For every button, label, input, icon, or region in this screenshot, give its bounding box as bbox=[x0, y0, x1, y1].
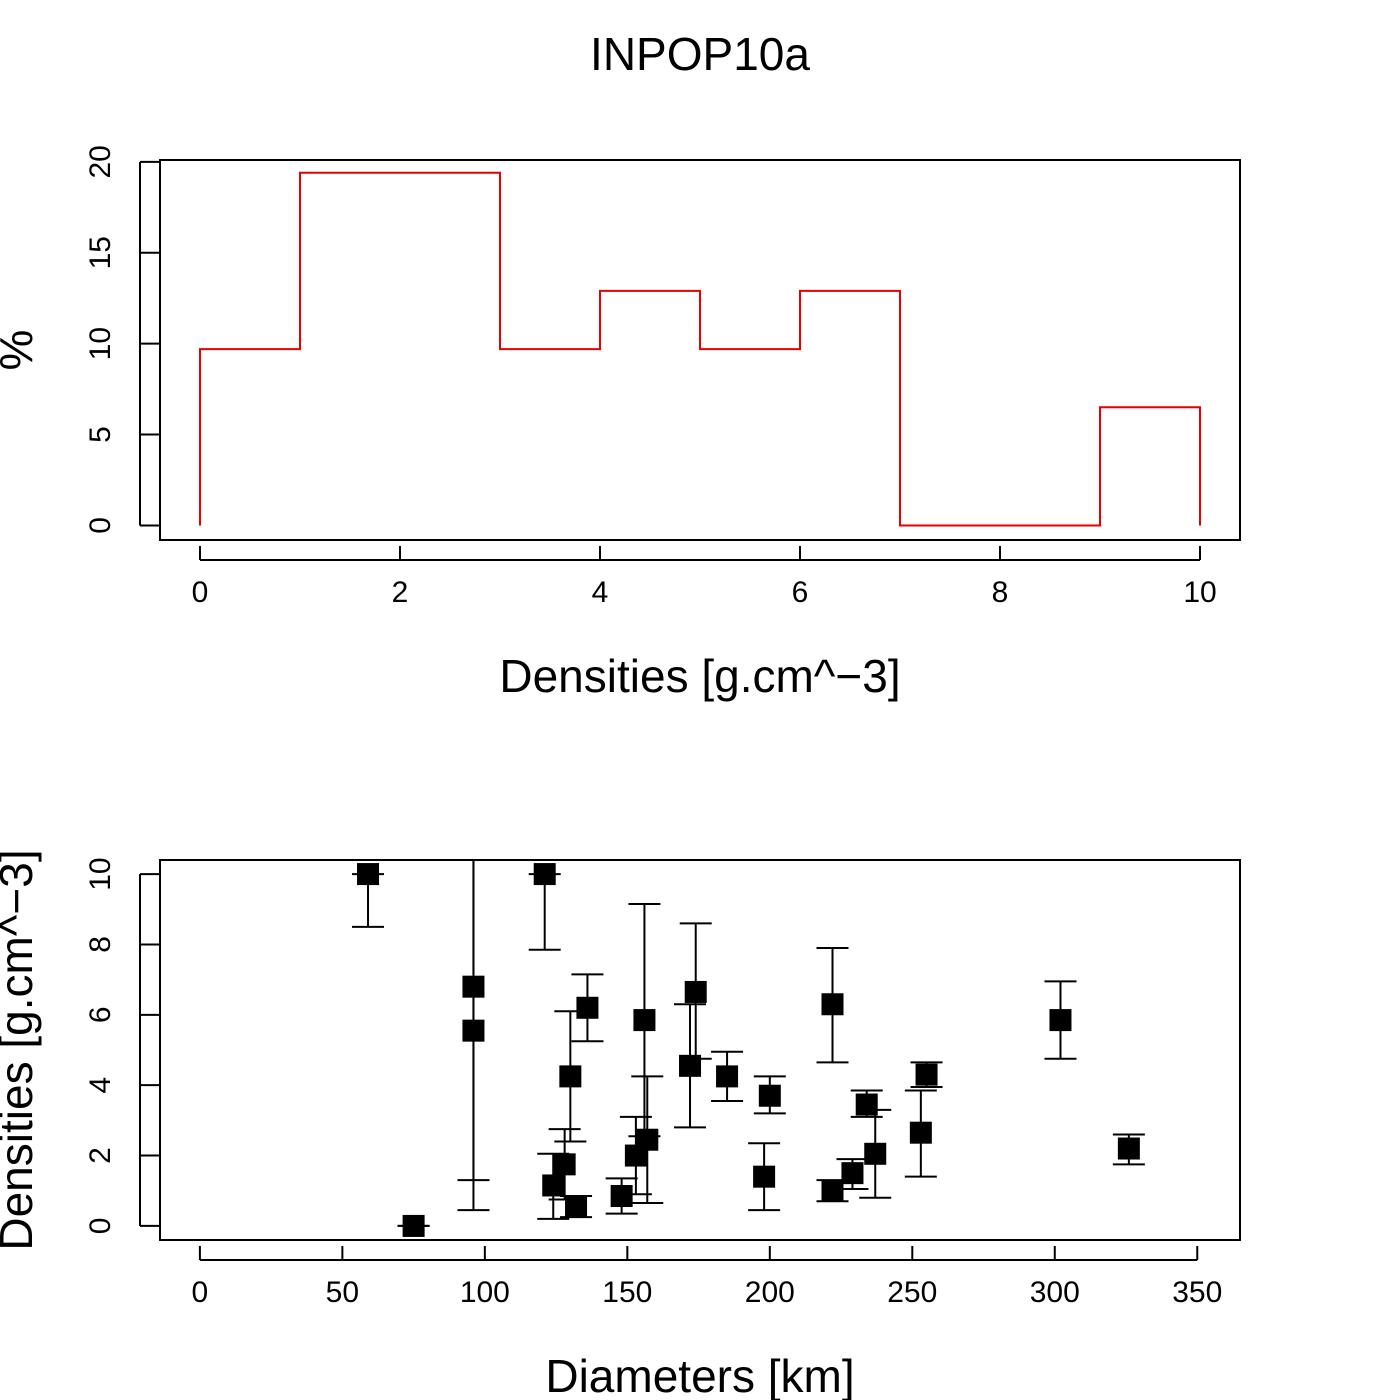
data-point bbox=[1049, 1009, 1072, 1032]
data-point bbox=[864, 1142, 887, 1165]
data-point bbox=[553, 1153, 576, 1176]
histogram-y-axis: 0 5 10 15 20 bbox=[84, 145, 160, 534]
histogram-y-tick-label: 0 bbox=[84, 517, 117, 534]
data-point bbox=[758, 1084, 781, 1107]
scatter-y-tick-label: 2 bbox=[84, 1147, 117, 1164]
scatter-x-axis: 0 50 100 150 200 250 300 350 bbox=[192, 1246, 1222, 1309]
histogram-y-tick-label: 5 bbox=[84, 426, 117, 443]
scatter-panel: 0 50 100 150 200 250 300 350 0 2 4 6 8 10 Diameters … bbox=[0, 849, 1241, 1400]
data-point bbox=[576, 996, 599, 1019]
histogram-x-tick-label: 0 bbox=[192, 576, 209, 609]
data-point bbox=[633, 1009, 656, 1032]
scatter-x-tick-label: 50 bbox=[326, 1276, 359, 1309]
scatter-y-axis-label: Densities [g.cm^−3] bbox=[0, 849, 42, 1250]
scatter-plot-frame bbox=[159, 859, 1241, 1241]
histogram-y-axis-label: % bbox=[0, 330, 42, 371]
data-point bbox=[909, 1121, 932, 1144]
scatter-y-tick-label: 8 bbox=[84, 936, 117, 953]
scatter-y-tick-label: 6 bbox=[84, 1006, 117, 1023]
data-point bbox=[679, 1054, 702, 1077]
histogram-marks bbox=[199, 171, 1201, 527]
scatter-marks bbox=[352, 859, 1145, 1237]
data-point bbox=[636, 1128, 659, 1151]
data-point bbox=[841, 1162, 864, 1185]
histogram-step-line bbox=[199, 171, 1201, 527]
data-point bbox=[1117, 1137, 1140, 1160]
scatter-x-axis-label: Diameters [km] bbox=[545, 1350, 854, 1400]
scatter-x-tick-label: 250 bbox=[887, 1276, 937, 1309]
scatter-x-tick-label: 200 bbox=[745, 1276, 795, 1309]
histogram-y-tick-label: 15 bbox=[84, 236, 117, 269]
data-point bbox=[462, 1019, 485, 1042]
data-point bbox=[565, 1195, 588, 1218]
histogram-panel: 0 2 4 6 8 10 0 5 10 15 20 Densities [g.cm^−3] % bbox=[0, 145, 1241, 702]
scatter-y-tick-label: 10 bbox=[84, 857, 117, 890]
data-point bbox=[821, 1179, 844, 1202]
histogram-y-tick-label: 20 bbox=[84, 145, 117, 178]
data-point bbox=[684, 980, 707, 1003]
data-point bbox=[402, 1214, 425, 1237]
scatter-x-tick-label: 300 bbox=[1030, 1276, 1080, 1309]
histogram-x-tick-label: 4 bbox=[592, 576, 609, 609]
scatter-y-axis: 0 2 4 6 8 10 bbox=[84, 857, 160, 1234]
scatter-x-tick-label: 0 bbox=[192, 1276, 209, 1309]
data-point bbox=[753, 1165, 776, 1188]
data-point bbox=[533, 863, 556, 886]
figure-title: INPOP10a bbox=[590, 28, 810, 80]
scatter-y-tick-label: 4 bbox=[84, 1077, 117, 1094]
scatter-x-tick-label: 100 bbox=[460, 1276, 510, 1309]
histogram-x-axis: 0 2 4 6 8 10 bbox=[192, 546, 1217, 609]
scatter-x-tick-label: 350 bbox=[1172, 1276, 1222, 1309]
data-point bbox=[610, 1185, 633, 1208]
histogram-x-tick-label: 8 bbox=[992, 576, 1009, 609]
data-point bbox=[716, 1065, 739, 1088]
scatter-x-tick-label: 150 bbox=[602, 1276, 652, 1309]
histogram-x-tick-label: 2 bbox=[392, 576, 409, 609]
data-point bbox=[915, 1063, 938, 1086]
histogram-plot-frame bbox=[159, 159, 1241, 541]
data-point bbox=[559, 1065, 582, 1088]
scatter-y-tick-label: 0 bbox=[84, 1218, 117, 1235]
data-point bbox=[542, 1174, 565, 1197]
data-point bbox=[821, 993, 844, 1016]
data-point bbox=[357, 863, 380, 886]
histogram-x-tick-label: 10 bbox=[1183, 576, 1216, 609]
histogram-x-axis-label: Densities [g.cm^−3] bbox=[499, 650, 900, 702]
histogram-y-tick-label: 10 bbox=[84, 327, 117, 360]
histogram-x-tick-label: 6 bbox=[792, 576, 809, 609]
